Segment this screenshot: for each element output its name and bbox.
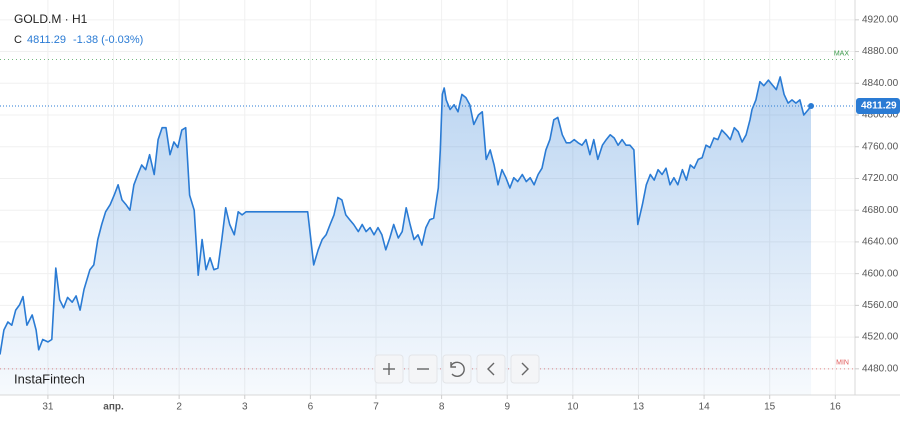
watermark: InstaFintech xyxy=(14,371,85,386)
x-tick-label: 15 xyxy=(764,402,776,413)
last-point xyxy=(808,103,815,110)
scroll-right-button[interactable] xyxy=(510,354,540,384)
overlay: 4480.00 4520.00 4560.00 4600.00 4640.00 4680.… xyxy=(42,14,900,413)
x-tick-label: 13 xyxy=(633,402,645,413)
reset-button[interactable] xyxy=(442,354,472,384)
level-label: MAX xyxy=(834,50,850,57)
y-tick-label: 4840.00 xyxy=(862,78,899,89)
toolbar xyxy=(374,354,540,384)
y-tick-label: 4720.00 xyxy=(862,173,899,184)
y-tick-label: 4680.00 xyxy=(862,205,899,216)
x-tick-label: 9 xyxy=(504,402,510,413)
x-tick-label: 8 xyxy=(439,402,445,413)
zoom-out-button[interactable] xyxy=(408,354,438,384)
price-badge xyxy=(856,98,900,115)
y-tick-label: 4920.00 xyxy=(862,14,899,25)
y-tick-label: 4760.00 xyxy=(862,141,899,152)
x-tick-label: 31 xyxy=(42,402,54,413)
x-tick-label: 10 xyxy=(567,402,579,413)
scroll-left-button[interactable] xyxy=(476,354,506,384)
x-tick-label: 2 xyxy=(176,402,182,413)
price-label: 4811.29 xyxy=(861,101,897,112)
zoom-in-button[interactable] xyxy=(374,354,404,384)
y-tick-label: 4600.00 xyxy=(862,268,899,279)
x-tick-label: апр. xyxy=(103,402,124,413)
symbol: GOLD.M · H1 xyxy=(14,12,88,26)
close-value: 4811.29 xyxy=(27,34,66,46)
y-tick-label: 4880.00 xyxy=(862,46,899,57)
y-tick-label: 4520.00 xyxy=(862,332,899,343)
x-tick-label: 14 xyxy=(699,402,711,413)
area xyxy=(0,76,812,396)
change-value: -1.38 (-0.03%) xyxy=(73,34,143,46)
x-tick-label: 6 xyxy=(308,402,314,413)
y-tick-label: 4560.00 xyxy=(862,300,899,311)
ohlc-prefix: C xyxy=(14,34,22,46)
level-label: MIN xyxy=(836,360,849,367)
x-tick-label: 3 xyxy=(242,402,248,413)
y-tick-label: 4480.00 xyxy=(862,363,899,374)
y-tick-label: 4640.00 xyxy=(862,237,899,248)
y-tick-label: 4800.00 xyxy=(862,110,899,121)
line xyxy=(0,76,812,355)
plot xyxy=(0,76,815,396)
x-tick-label: 7 xyxy=(373,402,379,413)
x-tick-label: 16 xyxy=(830,402,842,413)
